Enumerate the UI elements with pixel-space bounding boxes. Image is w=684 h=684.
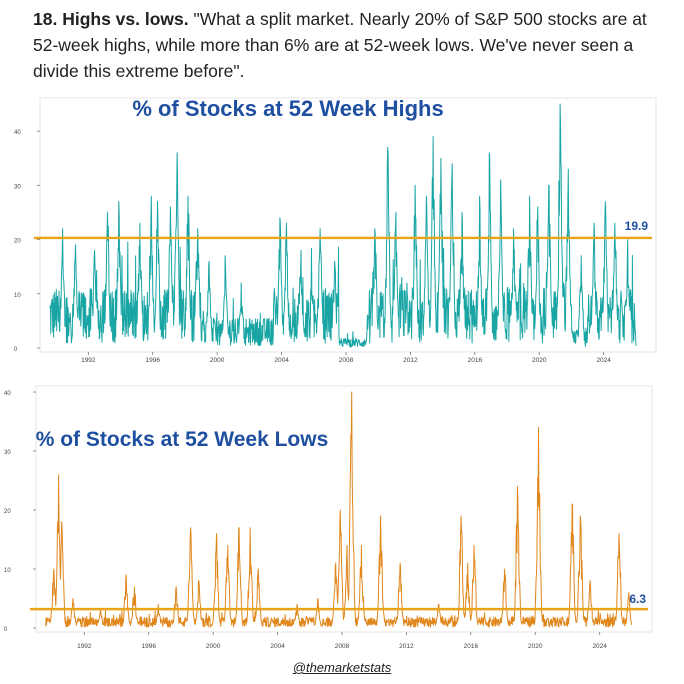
lows-x-tick-label: 2016 bbox=[464, 643, 479, 650]
lows-chart-title: % of Stocks at 52 Week Lows bbox=[36, 428, 329, 451]
highs-x-tick-label: 1992 bbox=[81, 357, 96, 364]
highs-x-tick-label: 1996 bbox=[146, 357, 161, 364]
lows-y-tick-label: 20 bbox=[4, 509, 11, 515]
lows-y-tick-label: 40 bbox=[4, 391, 11, 397]
highs-x-tick-label: 2008 bbox=[339, 357, 354, 364]
lows-y-tick-label: 0 bbox=[4, 627, 8, 633]
highs-chart-title: % of Stocks at 52 Week Highs bbox=[132, 96, 443, 121]
lows-chart: 0 10 20 30 40 1992 1996 2000 2004 2008 2012 2016 202… bbox=[4, 385, 653, 650]
lows-x-tick-label: 1996 bbox=[142, 643, 157, 650]
highs-x-tick-label: 2020 bbox=[532, 357, 547, 364]
lows-y-tick-label: 30 bbox=[4, 450, 11, 456]
lows-x-tick-label: 2020 bbox=[528, 643, 543, 650]
lows-x-tick-label: 1992 bbox=[77, 643, 92, 650]
highs-y-tick-label: 40 bbox=[14, 130, 21, 136]
highs-series-line bbox=[49, 103, 637, 348]
highs-x-tick-label: 2024 bbox=[596, 357, 611, 364]
highs-last-value-label: 19.9 bbox=[625, 219, 649, 233]
lows-x-tick-label: 2000 bbox=[206, 643, 221, 650]
highs-x-tick-label: 2012 bbox=[403, 357, 418, 364]
highs-plot-frame bbox=[39, 97, 657, 353]
lows-y-tick-label: 10 bbox=[4, 568, 11, 574]
highs-x-tick-label: 2004 bbox=[274, 357, 289, 364]
highs-y-tick-label: 20 bbox=[14, 239, 21, 245]
credit-link[interactable]: @themarketstats bbox=[292, 660, 392, 675]
lows-x-tick-label: 2012 bbox=[399, 643, 414, 650]
lows-x-tick-label: 2004 bbox=[270, 643, 285, 650]
caption-text: "What a split market. Nearly 20% of S&P … bbox=[33, 9, 647, 81]
caption: 18. Highs vs. lows. "What a split market… bbox=[33, 6, 673, 84]
lows-plot-frame bbox=[35, 385, 653, 633]
lows-x-tick-label: 2008 bbox=[335, 643, 350, 650]
lows-last-value-label: 6.3 bbox=[629, 592, 646, 606]
highs-y-tick-label: 10 bbox=[14, 293, 21, 299]
lows-x-tick-label: 2024 bbox=[592, 643, 607, 650]
highs-y-tick-label: 0 bbox=[14, 347, 18, 353]
caption-heading: 18. Highs vs. lows. bbox=[33, 9, 189, 29]
lows-series-line bbox=[45, 391, 633, 628]
highs-chart: 0 10 20 30 40 1992 1996 2000 2004 2008 2012 2016 202… bbox=[14, 96, 657, 364]
highs-y-tick-label: 30 bbox=[14, 184, 21, 190]
highs-x-tick-label: 2000 bbox=[210, 357, 225, 364]
highs-x-tick-label: 2016 bbox=[468, 357, 483, 364]
